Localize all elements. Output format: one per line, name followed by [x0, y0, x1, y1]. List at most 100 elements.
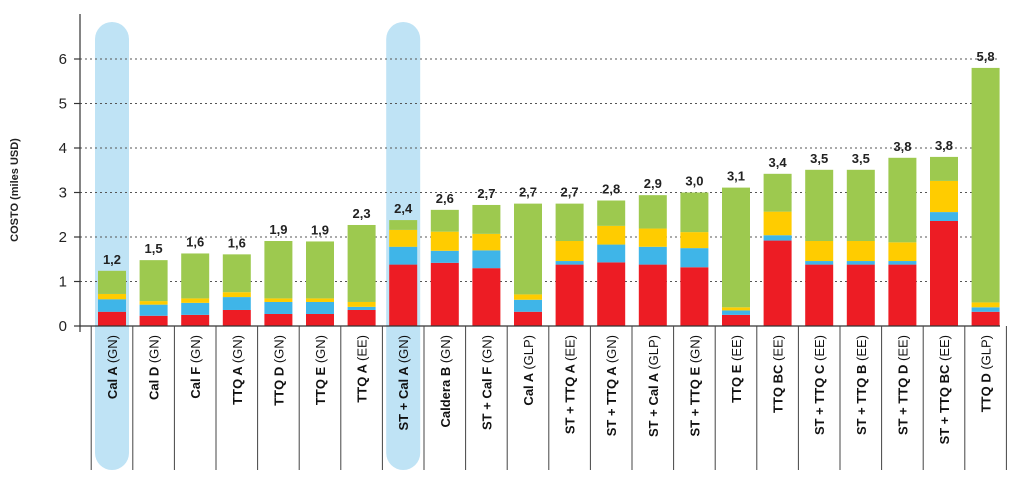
total-label: 1,9 [311, 222, 329, 237]
total-label: 1,6 [228, 235, 246, 250]
bar-segment [888, 264, 917, 326]
bar-segment [888, 157, 917, 243]
bar-segment [971, 307, 1000, 312]
total-label: 2,8 [602, 182, 620, 197]
bar-segment [846, 264, 875, 326]
total-label: 3,4 [769, 155, 788, 170]
bar-segment [389, 246, 418, 265]
bar-segment [222, 254, 251, 293]
bar-segment [597, 225, 626, 245]
bar-segment [264, 298, 293, 302]
category-label: TTQ D (GN) [271, 335, 286, 406]
category-label: Cal A (GN) [105, 335, 120, 399]
bar-segment [514, 311, 542, 326]
total-label: 1,5 [145, 241, 163, 256]
bar-segment [597, 262, 626, 326]
total-label: 3,5 [852, 151, 870, 166]
bars [98, 67, 1000, 326]
bar-segment [722, 307, 750, 311]
bar-segment [763, 211, 792, 236]
total-label: 3,8 [935, 138, 953, 153]
bar-segment [139, 304, 168, 316]
bar-segment [139, 315, 168, 326]
y-tick-label: 2 [59, 229, 67, 246]
bar-segment [514, 203, 542, 295]
bar-segment [971, 311, 1000, 326]
bar-segment [306, 241, 334, 299]
category-label: ST + TTQ A (EE) [563, 335, 578, 434]
bar-segment [264, 301, 293, 314]
highlight-band [95, 22, 129, 470]
bar-segment [98, 270, 126, 294]
bar-segment [472, 250, 501, 269]
bar-segment [805, 264, 834, 326]
bar-segment [514, 294, 542, 300]
bar-segment [98, 299, 126, 312]
total-label: 2,9 [644, 176, 662, 191]
bar-segment [722, 314, 750, 326]
bar-segment [222, 292, 251, 298]
bar-segment [181, 253, 210, 299]
bar-segment [306, 298, 334, 302]
bar-segment [805, 169, 834, 242]
bar-segment [763, 240, 792, 326]
bar-segment [722, 310, 750, 315]
bar-segment [222, 309, 251, 326]
category-label: Cal F (GN) [188, 335, 203, 399]
bar-segment [555, 203, 584, 242]
total-label: 2,7 [561, 185, 579, 200]
bar-segment [763, 173, 792, 212]
total-label: 3,5 [810, 151, 828, 166]
bar-segment [347, 224, 376, 302]
total-label: 2,3 [353, 206, 371, 221]
total-label: 1,2 [103, 252, 121, 267]
category-label: TTQ A (EE) [355, 335, 370, 403]
category-label: ST + TTQ C (EE) [812, 335, 827, 435]
category-label: ST + TTQ BC (EE) [937, 335, 952, 444]
category-label: ST + TTQ D (EE) [895, 335, 910, 435]
bar-segment [389, 220, 418, 230]
bar-segment [888, 242, 917, 262]
bar-segment [347, 301, 376, 307]
bar-segment [846, 241, 875, 262]
bar-segment [846, 169, 875, 242]
bar-segment [680, 267, 709, 326]
bar-segment [472, 204, 501, 234]
total-label: 3,0 [685, 174, 703, 189]
bar-segment [181, 302, 210, 315]
category-label: TTQ D (GLP) [979, 335, 994, 412]
bar-segment [514, 299, 542, 312]
category-label: ST + TTQ E (GN) [687, 335, 702, 437]
total-label: 2,4 [394, 201, 413, 216]
bar-segment [722, 187, 750, 308]
bar-segment [430, 250, 459, 263]
bar-segment [472, 233, 501, 251]
bar-segment [680, 248, 709, 268]
bar-segment [805, 261, 834, 265]
bar-segment [98, 293, 126, 300]
category-label: ST + TTQ A (GN) [604, 335, 619, 436]
total-label: 2,7 [477, 186, 495, 201]
category-label: TTQ BC (EE) [771, 335, 786, 413]
bar-segment [430, 262, 459, 326]
bar-segment [930, 220, 958, 326]
bar-segment [139, 301, 168, 305]
bar-segment [264, 313, 293, 326]
bar-segment [930, 180, 958, 213]
bar-segment [680, 232, 709, 249]
bar-segment [638, 264, 667, 326]
y-tick-label: 5 [59, 96, 67, 113]
bar-segment [555, 241, 584, 262]
category-label: ST + Cal A (GN) [396, 335, 411, 430]
total-label: 1,6 [186, 234, 204, 249]
y-tick-label: 4 [59, 140, 67, 157]
bar-segment [222, 297, 251, 310]
bar-segment [597, 244, 626, 263]
category-label: TTQ E (EE) [729, 335, 744, 403]
category-label: Caldera B (GN) [438, 335, 453, 427]
bar-segment [347, 309, 376, 326]
bar-segment [930, 212, 958, 221]
bar-segment [680, 192, 709, 233]
bar-segment [306, 301, 334, 314]
bar-segment [389, 264, 418, 326]
